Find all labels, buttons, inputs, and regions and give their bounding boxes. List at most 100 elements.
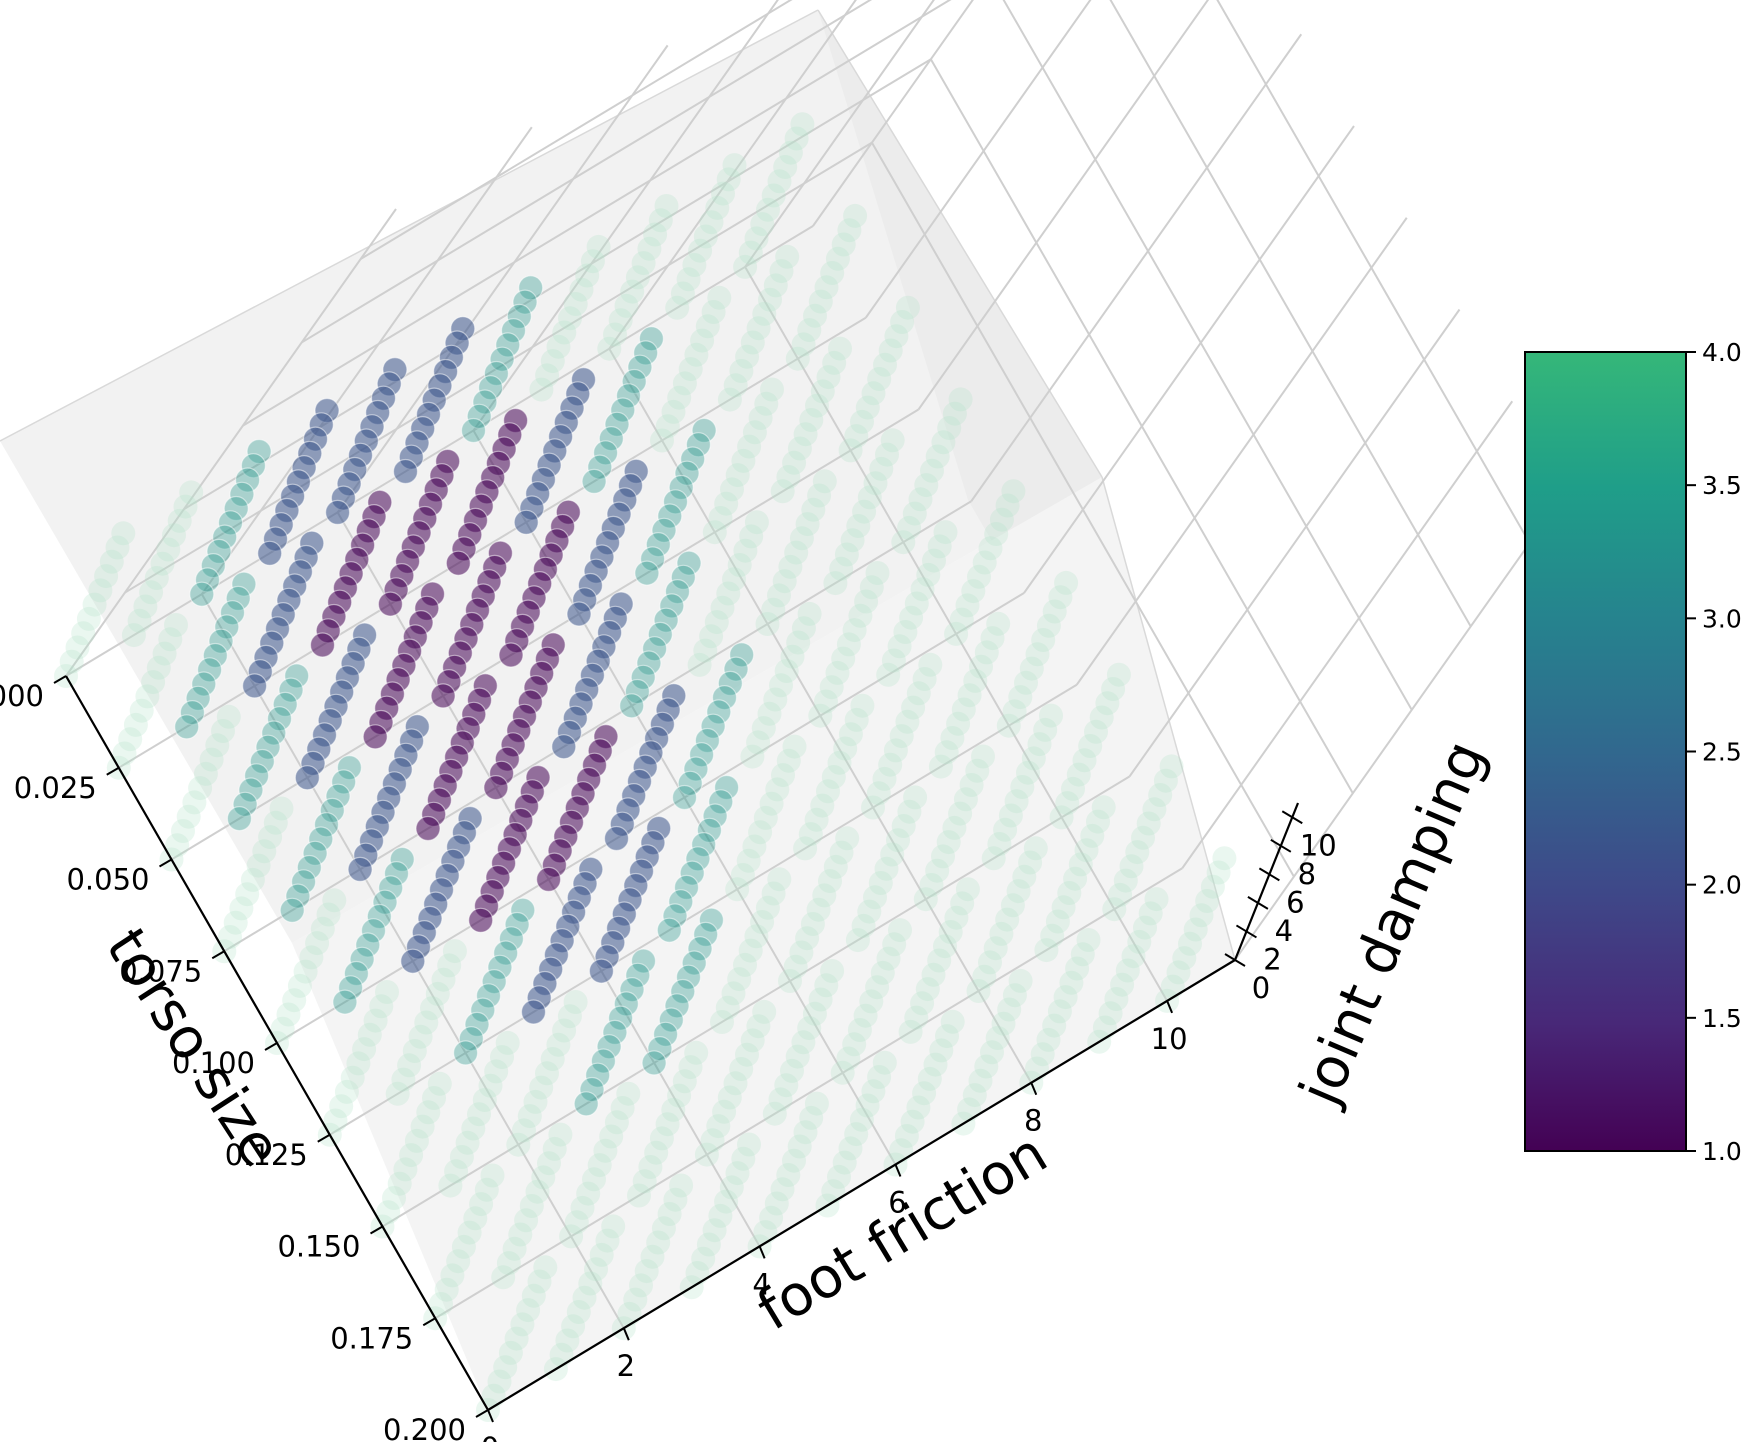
data-point bbox=[767, 169, 792, 194]
data-point bbox=[118, 727, 143, 752]
y-tick-label: 6 bbox=[888, 1186, 906, 1220]
data-point bbox=[630, 664, 656, 690]
data-point bbox=[804, 807, 829, 832]
data-point bbox=[931, 844, 955, 869]
data-point bbox=[240, 867, 265, 892]
data-point bbox=[566, 601, 592, 627]
data-point bbox=[876, 662, 901, 687]
data-point bbox=[906, 681, 931, 706]
data-point bbox=[570, 1195, 595, 1220]
data-point bbox=[590, 1048, 617, 1074]
data-point bbox=[859, 575, 884, 600]
x-axis-ticks: 0.000 0.025 0.050 0.075 0.100 0.125 0.150 0.175… bbox=[0, 675, 489, 1446]
data-point bbox=[729, 642, 755, 668]
wall-grid-line bbox=[242, 0, 1413, 711]
data-point bbox=[806, 897, 831, 922]
data-point bbox=[580, 249, 605, 274]
data-point bbox=[152, 641, 177, 666]
data-point bbox=[722, 153, 747, 178]
data-point bbox=[634, 1259, 659, 1284]
data-point bbox=[899, 605, 924, 630]
data-point bbox=[850, 693, 875, 718]
data-point bbox=[755, 612, 780, 636]
data-point bbox=[279, 897, 305, 923]
data-point bbox=[431, 967, 456, 992]
data-point bbox=[647, 1035, 673, 1062]
data-point bbox=[820, 261, 845, 285]
x-tick-mark bbox=[211, 950, 225, 960]
data-point bbox=[223, 910, 248, 935]
data-point bbox=[296, 854, 322, 881]
data-point bbox=[733, 952, 757, 977]
data-point bbox=[693, 921, 719, 948]
data-point bbox=[972, 964, 997, 989]
data-point bbox=[968, 1068, 993, 1093]
data-point bbox=[284, 663, 310, 689]
z-axis-title: joint damping bbox=[1287, 732, 1499, 1116]
data-point bbox=[744, 924, 769, 949]
data-point bbox=[1133, 915, 1157, 940]
data-point bbox=[285, 883, 311, 909]
data-point bbox=[111, 521, 136, 546]
data-point bbox=[579, 1076, 605, 1103]
data-point bbox=[842, 618, 867, 643]
data-point bbox=[769, 259, 794, 284]
data-point bbox=[238, 777, 264, 803]
data-point bbox=[357, 1022, 382, 1047]
data-point bbox=[681, 950, 707, 976]
data-point bbox=[699, 624, 724, 649]
data-point bbox=[867, 367, 892, 391]
data-point bbox=[546, 1032, 571, 1057]
data-point bbox=[323, 1108, 348, 1133]
data-point bbox=[938, 920, 963, 944]
data-point bbox=[901, 695, 926, 720]
data-point bbox=[702, 803, 728, 829]
data-point bbox=[965, 758, 990, 783]
data-point bbox=[846, 514, 871, 538]
data-point bbox=[252, 839, 277, 864]
data-point bbox=[983, 936, 1008, 961]
data-point bbox=[535, 1061, 559, 1086]
wall-grid-line bbox=[1128, 308, 1461, 778]
data-point bbox=[59, 649, 84, 674]
data-point bbox=[851, 913, 876, 938]
data-point bbox=[1125, 840, 1150, 865]
data-point bbox=[625, 265, 650, 290]
data-point bbox=[608, 308, 633, 333]
data-point bbox=[649, 1126, 674, 1151]
data-point bbox=[810, 379, 835, 404]
data-point bbox=[685, 846, 711, 872]
data-point bbox=[704, 610, 729, 635]
data-point bbox=[1008, 968, 1033, 993]
data-point bbox=[942, 815, 967, 840]
colorbar-gradient bbox=[1524, 351, 1687, 1152]
data-point bbox=[808, 289, 833, 314]
data-point bbox=[672, 1069, 697, 1094]
data-point bbox=[881, 648, 906, 673]
data-point bbox=[242, 673, 268, 699]
data-point bbox=[685, 432, 712, 458]
data-point bbox=[696, 1232, 721, 1257]
data-point bbox=[552, 1018, 577, 1043]
data-point bbox=[768, 1087, 793, 1112]
data-point bbox=[694, 1142, 719, 1167]
data-point bbox=[672, 371, 697, 396]
data-point bbox=[470, 997, 496, 1023]
data-point bbox=[657, 1202, 682, 1226]
data-point bbox=[225, 585, 251, 612]
data-point bbox=[702, 520, 727, 545]
data-point bbox=[912, 1081, 937, 1106]
colorbar: 1.0 1.5 2.0 2.5 3.0 3.5 4.0 bbox=[1524, 338, 1742, 1166]
data-point bbox=[316, 902, 341, 927]
data-point bbox=[393, 1157, 418, 1182]
colorbar-tick-label: 3.5 bbox=[1702, 471, 1742, 500]
data-point bbox=[758, 287, 782, 312]
data-point bbox=[585, 1062, 611, 1088]
data-point bbox=[876, 946, 901, 971]
data-point bbox=[446, 1249, 471, 1274]
data-point bbox=[475, 983, 502, 1009]
data-point bbox=[158, 627, 183, 652]
data-point bbox=[854, 589, 879, 614]
data-point bbox=[226, 805, 252, 832]
data-point bbox=[592, 440, 619, 466]
